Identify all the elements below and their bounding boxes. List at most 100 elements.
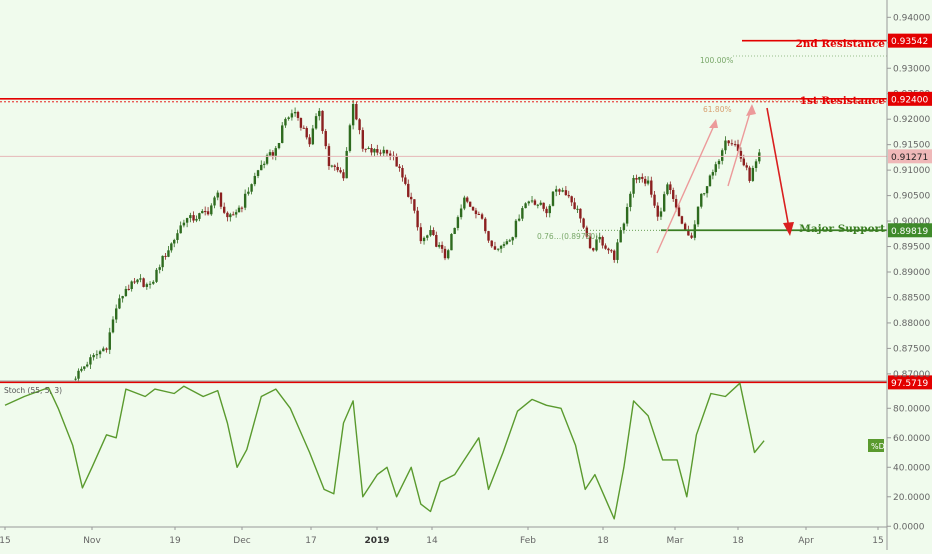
candle-body [669,184,672,191]
candle-body [567,195,570,197]
stoch-tick-label: 20.0000 [893,493,930,503]
candle-body [229,214,232,218]
candle-body [708,175,712,187]
candle-body [484,218,487,232]
candle-body [145,284,149,287]
time-tick-label: 19 [169,536,181,546]
second-resistance-price-tag-box [888,33,932,48]
candle-body [152,281,155,284]
candle-body [468,201,472,207]
candle-body [201,211,204,214]
candle-body [121,296,124,299]
candle-body [164,255,167,257]
candle-body [302,127,306,129]
candle-body [243,193,247,208]
candle-body [376,149,379,153]
time-tick-label: Nov [83,536,101,546]
candle-body [463,197,466,209]
candle-body [409,196,413,200]
price-tick-label: 0.87000 [893,370,930,380]
candle-body [493,246,497,250]
last-price-tag-box [888,149,932,164]
candle-body [619,230,622,243]
candle-body [167,250,170,257]
major-support-price-tag-box [888,223,932,238]
candle-body [558,189,561,192]
candle-body [336,166,339,171]
candle-body [370,147,373,153]
candle-body [680,216,684,224]
time-tick-label: 18 [597,536,609,546]
candle-body [247,191,250,194]
candle-body [92,354,95,358]
candle-body [432,230,435,236]
second-resistance-price-tag-text: 0.93542 [891,37,928,47]
candle-body [274,148,277,156]
candle-body [216,192,219,198]
stoch-tick-label: 60.0000 [893,434,930,444]
candle-body [610,250,613,252]
candle-body [456,217,460,228]
candle-body [632,177,635,194]
candle-body [514,220,518,238]
candle-body [653,194,656,206]
price-tick-label: 0.93000 [893,64,930,74]
candle-body [398,166,401,169]
stoch-d-badge-box [868,439,884,452]
candle-body [625,207,629,224]
candle-body [111,319,115,333]
candle-body [656,205,659,217]
major-support-price-tag-text: 0.89819 [891,227,928,237]
candle-body [496,248,500,250]
candle-body [222,206,226,213]
time-tick-label: Mar [667,536,684,546]
candle-body [105,348,108,350]
annotations [0,39,887,254]
time-tick-label: 15 [872,536,883,546]
candle-body [539,202,542,205]
candle-body [407,183,410,197]
candle-body [367,147,370,149]
price-tick-label: 0.88000 [893,319,930,329]
candle-body [281,125,284,143]
candle-body [98,351,102,355]
time-tick-label: 17 [305,536,316,546]
price-tick-label: 0.91500 [893,141,930,151]
candle-body [161,255,164,268]
candle-body [348,125,352,151]
candle-body [592,248,595,251]
candle-body [690,235,693,238]
candle-body [585,227,589,237]
candle-body [721,150,724,161]
candle-body [564,190,568,196]
candle-body [622,223,626,231]
candle-body [748,167,751,181]
time-tick-label: Feb [520,536,536,546]
candle-body [330,165,334,167]
candle-body [662,194,666,212]
candle-body [395,156,398,167]
projection-arrowhead-1 [709,119,718,128]
candle-body [210,205,213,215]
candle-body [265,155,269,164]
candle-body [595,239,598,251]
candle-body [203,211,207,213]
candle-body [139,278,142,280]
candle-body [268,152,272,156]
candle-body [521,208,524,219]
candle-body [232,214,235,216]
candle-body [321,110,324,132]
price-tick-label: 0.89000 [893,268,930,278]
candle-body [373,149,376,153]
candle-body [148,283,152,285]
candle-body [389,153,392,156]
candle-body [573,202,576,210]
candle-body [730,143,734,145]
price-tick-label: 0.92000 [893,115,930,125]
candle-body [588,236,592,249]
candle-body [616,242,619,260]
candle-body [339,170,342,173]
candle-body [158,267,161,270]
projection-leg-up-2 [727,105,753,187]
